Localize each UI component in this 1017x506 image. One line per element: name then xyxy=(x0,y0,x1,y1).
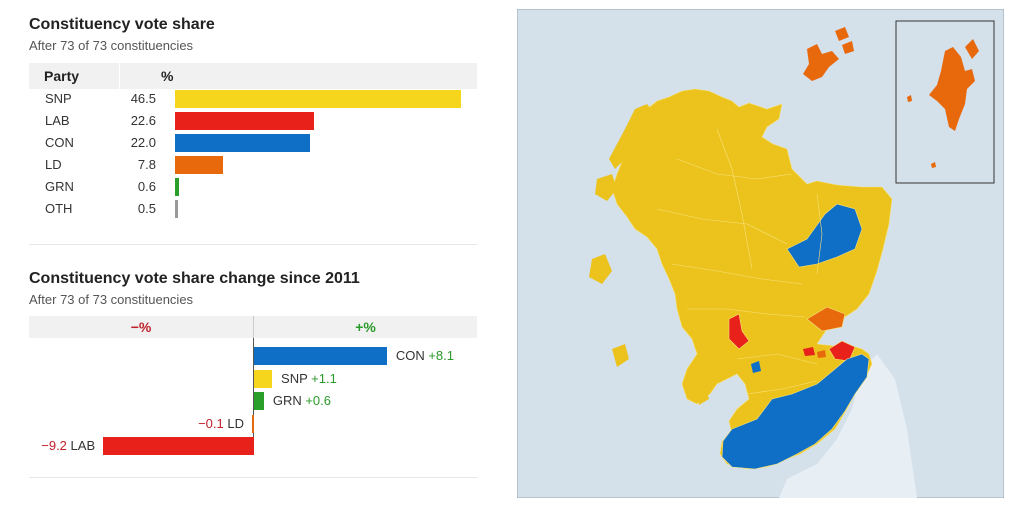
share-bar-snp[interactable] xyxy=(175,90,461,108)
share-party-label: GRN xyxy=(45,179,74,194)
share-party-label: CON xyxy=(45,135,74,150)
share-bar-ld[interactable] xyxy=(175,156,223,174)
orkney-north[interactable] xyxy=(835,27,849,41)
islay[interactable] xyxy=(612,344,629,367)
change-subtitle: After 73 of 73 constituencies xyxy=(29,292,194,307)
bottom-divider xyxy=(29,477,477,478)
party-column-header: Party xyxy=(44,68,80,84)
shetland[interactable] xyxy=(929,47,975,131)
change-label: −0.1 LD xyxy=(198,416,244,431)
western-isles[interactable] xyxy=(609,104,655,169)
change-label: −9.2 LAB xyxy=(41,438,96,453)
change-label: SNP +1.1 xyxy=(281,371,337,386)
share-value-label: 46.5 xyxy=(130,91,156,106)
share-party-label: SNP xyxy=(45,91,72,106)
change-label: GRN +0.6 xyxy=(272,393,332,408)
fair-isle[interactable] xyxy=(931,162,936,168)
change-bar-ld[interactable] xyxy=(252,415,254,433)
orkney-east[interactable] xyxy=(842,41,854,54)
inner-isles[interactable] xyxy=(589,254,612,284)
share-value-label: 7.8 xyxy=(137,157,156,172)
share-bar-lab[interactable] xyxy=(175,112,314,130)
share-header: Party % xyxy=(29,63,477,89)
change-label: CON +8.1 xyxy=(395,348,455,363)
negative-header: −% xyxy=(130,319,152,335)
change-header: −% +% xyxy=(29,316,477,338)
orkney[interactable] xyxy=(803,44,839,81)
share-value-label: 0.5 xyxy=(137,201,156,216)
share-bar-grn[interactable] xyxy=(175,178,179,196)
positive-header: +% xyxy=(355,319,376,335)
constituency-boundaries xyxy=(656,128,823,395)
header-center-divider xyxy=(253,316,254,338)
change-bar-lab[interactable] xyxy=(103,437,254,455)
region-con-eastwood[interactable] xyxy=(751,361,761,373)
share-party-label: LAB xyxy=(45,113,70,128)
scotland-mainland[interactable] xyxy=(611,88,893,470)
change-title: Constituency vote share change since 201… xyxy=(29,270,360,287)
skye[interactable] xyxy=(595,174,617,201)
share-party-label: OTH xyxy=(45,201,73,216)
share-value-label: 0.6 xyxy=(137,179,156,194)
share-value-label: 22.0 xyxy=(130,135,156,150)
region-con-north[interactable] xyxy=(786,203,863,268)
results-map[interactable] xyxy=(517,9,1004,498)
share-party-label: LD xyxy=(45,157,62,172)
header-divider xyxy=(119,63,120,89)
region-ld-fife[interactable] xyxy=(806,306,846,332)
percent-column-header: % xyxy=(161,68,174,84)
zero-axis xyxy=(253,338,254,454)
share-bar-oth[interactable] xyxy=(175,200,179,218)
england-area xyxy=(779,354,917,498)
foula[interactable] xyxy=(907,95,912,102)
region-con-south[interactable] xyxy=(721,353,870,470)
shetland-north[interactable] xyxy=(965,39,979,59)
share-subtitle: After 73 of 73 constituencies xyxy=(29,38,194,53)
change-bar-snp[interactable] xyxy=(254,370,273,388)
change-bar-con[interactable] xyxy=(254,347,387,365)
change-bar-grn[interactable] xyxy=(254,392,264,410)
share-bar-con[interactable] xyxy=(175,134,311,152)
arran[interactable] xyxy=(697,385,709,405)
region-lab-edinburgh[interactable] xyxy=(828,340,856,362)
region-lab-small[interactable] xyxy=(803,347,815,356)
region-lab-dumbarton[interactable] xyxy=(728,313,750,350)
section-divider xyxy=(29,244,477,245)
share-value-label: 22.6 xyxy=(130,113,156,128)
share-title: Constituency vote share xyxy=(29,16,215,33)
region-ld-small[interactable] xyxy=(817,350,826,358)
